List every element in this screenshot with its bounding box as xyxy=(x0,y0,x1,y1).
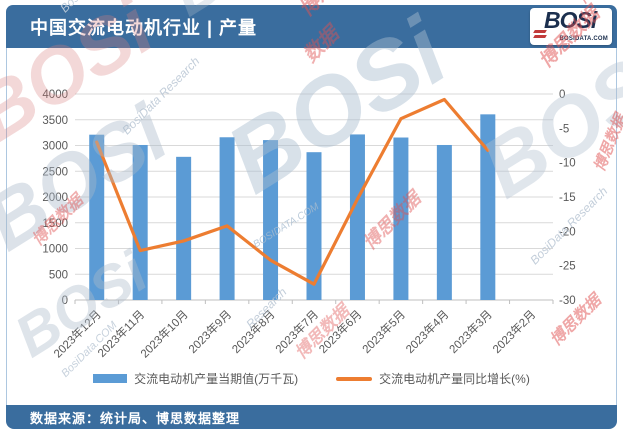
category-label: 2023年8月 xyxy=(229,307,278,356)
bar xyxy=(393,137,409,300)
bar xyxy=(176,156,192,300)
logo-subtext: BOSIDATA.COM xyxy=(559,36,608,42)
bar xyxy=(263,140,279,300)
bar xyxy=(219,137,235,300)
right-axis-tick-label: 0 xyxy=(559,89,565,101)
left-axis-tick-label: 1500 xyxy=(42,218,68,230)
category-label: 2023年6月 xyxy=(316,307,365,356)
legend-label-production: 交流电动机产量当期值(万千瓦) xyxy=(134,372,299,386)
legend-bar-swatch-icon xyxy=(93,374,128,383)
header-bar: 中国交流电动机行业 | 产量 BOSi BOSIDATA.COM xyxy=(6,5,617,48)
left-axis-tick-label: 1000 xyxy=(42,244,68,256)
category-label: 2023年9月 xyxy=(185,307,234,356)
right-axis-tick-label: -10 xyxy=(559,158,576,170)
right-axis-tick-label: -20 xyxy=(559,226,576,238)
left-axis-tick-label: 0 xyxy=(62,295,68,307)
data-source: 数据来源：统计局、博思数据整理 xyxy=(30,410,241,426)
right-axis-tick-label: -25 xyxy=(559,261,576,273)
left-axis-tick-label: 4000 xyxy=(42,89,68,101)
footer-bar: 数据来源：统计局、博思数据整理 xyxy=(6,405,617,429)
left-axis-tick-label: 500 xyxy=(49,269,68,281)
bar xyxy=(89,134,105,300)
left-axis-tick-label: 3000 xyxy=(42,141,68,153)
left-axis-tick-label: 2000 xyxy=(42,192,68,204)
bar xyxy=(436,144,452,300)
left-axis-tick-label: 3500 xyxy=(42,115,68,127)
category-label: 2023年10月 xyxy=(137,307,190,360)
logo-text: BOSi xyxy=(544,8,597,33)
chart-legend: 交流电动机产量当期值(万千瓦) 交流电动机产量同比增长(%) xyxy=(0,370,623,387)
category-label: 2023年5月 xyxy=(359,307,408,356)
bar xyxy=(132,144,148,300)
category-label: 2023年3月 xyxy=(446,307,495,356)
category-label: 2023年7月 xyxy=(272,307,321,356)
right-axis-tick-label: -5 xyxy=(559,123,569,135)
left-axis-tick-label: 2500 xyxy=(42,166,68,178)
bar xyxy=(306,152,322,300)
bar xyxy=(480,114,496,300)
category-label: 2023年4月 xyxy=(403,307,452,356)
legend-label-growth: 交流电动机产量同比增长(%) xyxy=(379,372,530,386)
right-axis-tick-label: -30 xyxy=(559,295,576,307)
bosi-logo: BOSi BOSIDATA.COM xyxy=(530,8,612,45)
page-title: 中国交流电动机行业 | 产量 xyxy=(30,17,258,38)
trend-line xyxy=(95,97,490,286)
category-label: 2023年2月 xyxy=(490,307,539,356)
legend-line-swatch-icon xyxy=(336,376,373,381)
legend-item-growth: 交流电动机产量同比增长(%) xyxy=(336,370,530,387)
legend-item-production: 交流电动机产量当期值(万千瓦) xyxy=(93,370,298,387)
right-axis-tick-label: -15 xyxy=(559,192,576,204)
bar xyxy=(349,134,365,300)
